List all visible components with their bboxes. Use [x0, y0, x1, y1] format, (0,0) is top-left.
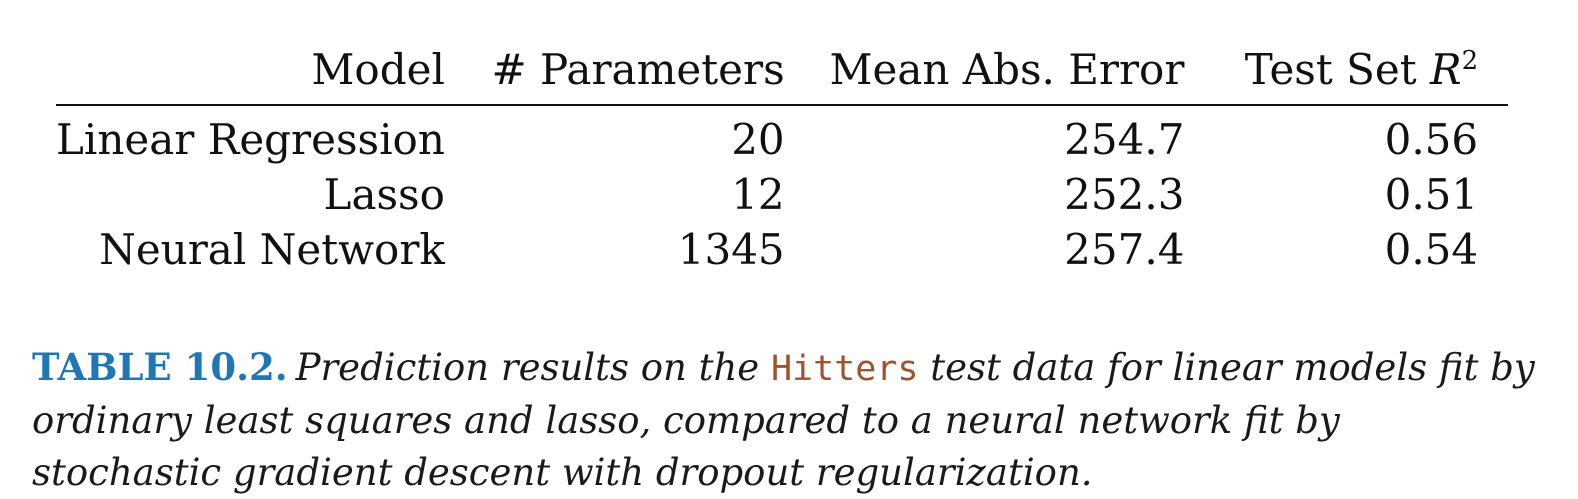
- cell-padding: [1478, 105, 1508, 167]
- results-table: Model # Parameters Mean Abs. Error Test …: [56, 36, 1508, 277]
- cell-mean-abs-error: 257.4: [1064, 224, 1185, 274]
- table-row: Neural Network 1345 257.4 0.54: [56, 222, 1508, 277]
- table-header: Model # Parameters Mean Abs. Error Test …: [56, 36, 1508, 105]
- table-row: Lasso 12 252.3 0.51: [56, 167, 1508, 222]
- cell-test-set-r2: 0.54: [1384, 224, 1479, 274]
- cell-parameters: 1345: [677, 224, 785, 274]
- cell-test-set-r2: 0.51: [1384, 169, 1479, 219]
- cell-parameters: 20: [731, 114, 785, 164]
- header-model: Model: [311, 45, 445, 94]
- table-row: Linear Regression 20 254.7 0.56: [56, 105, 1508, 167]
- header-r2-variable: R: [1429, 45, 1462, 94]
- cell-model: Neural Network: [99, 224, 445, 274]
- caption-text-before: Prediction results on the: [295, 346, 771, 389]
- header-parameters: # Parameters: [491, 45, 785, 94]
- cell-model: Linear Regression: [56, 114, 445, 164]
- cell-test-set-r2: 0.56: [1384, 114, 1479, 164]
- header-r2-prefix: Test Set: [1244, 45, 1430, 94]
- cell-mean-abs-error: 252.3: [1064, 169, 1185, 219]
- header-test-set-r2: Test Set R2: [1184, 36, 1478, 105]
- header-r2-exponent: 2: [1461, 46, 1479, 76]
- page: Model # Parameters Mean Abs. Error Test …: [32, 36, 1535, 494]
- cell-parameters: 12: [731, 169, 785, 219]
- cell-model: Lasso: [323, 169, 445, 219]
- caption-label: TABLE 10.2.: [32, 345, 288, 389]
- table-caption: TABLE 10.2. Prediction results on the Hit…: [32, 341, 1540, 499]
- header-padding: [1478, 36, 1508, 105]
- table-body: Linear Regression 20 254.7 0.56 Lasso 12…: [56, 105, 1508, 277]
- dataset-name: Hitters: [770, 349, 919, 389]
- cell-padding: [1478, 167, 1508, 222]
- header-mean-abs-error: Mean Abs. Error: [829, 45, 1185, 94]
- cell-padding: [1478, 222, 1508, 277]
- header-row: Model # Parameters Mean Abs. Error Test …: [56, 36, 1508, 105]
- cell-mean-abs-error: 254.7: [1064, 114, 1185, 164]
